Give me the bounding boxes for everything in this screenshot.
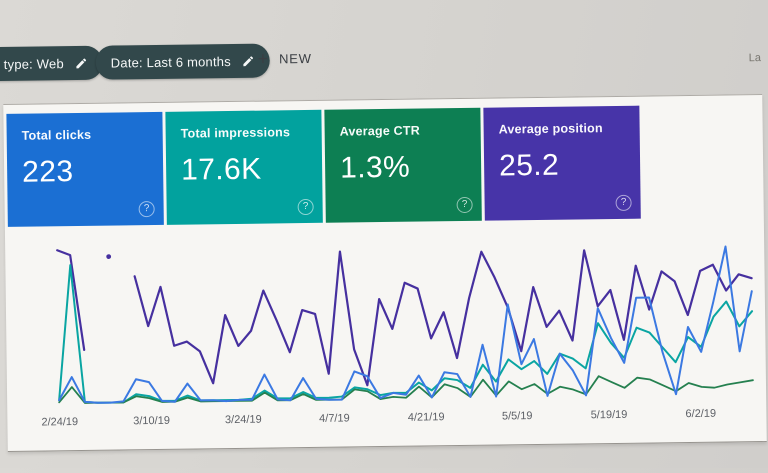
new-filter-label: NEW [278, 50, 312, 66]
metric-card-label: Total impressions [180, 125, 291, 141]
help-icon[interactable]: ? [297, 198, 314, 216]
metric-card-average-position[interactable]: Average position 25.2? [483, 105, 641, 221]
chart-line-clicks [58, 245, 753, 404]
new-filter-button[interactable]: + NEW [257, 48, 312, 69]
filter-chip-label: type: Web [3, 55, 64, 72]
metric-card-total-clicks[interactable]: Total clicks 223? [6, 111, 164, 227]
edit-pencil-icon[interactable] [75, 56, 88, 69]
chart-line-position [56, 249, 86, 352]
metric-card-average-ctr[interactable]: Average CTR 1.3%? [324, 107, 482, 223]
plus-icon: + [257, 48, 270, 69]
filter-chip-date-range[interactable]: Date: Last 6 months [95, 43, 271, 80]
x-tick-label: 4/7/19 [319, 412, 350, 425]
chart-line-impressions [58, 264, 754, 404]
chart-point-position [106, 254, 112, 260]
x-tick-label: 3/10/19 [133, 414, 170, 428]
metric-card-value: 223 [21, 155, 74, 189]
chart-line-ctr [58, 375, 754, 404]
metric-card-label: Average CTR [339, 123, 420, 139]
metric-card-total-impressions[interactable]: Total impressions 17.6K? [165, 109, 323, 225]
x-tick-label: 4/21/19 [407, 411, 445, 424]
metric-card-label: Average position [498, 121, 603, 137]
chart-line-position [133, 249, 753, 387]
metric-card-value: 1.3% [339, 150, 411, 185]
performance-chart: 2/24/19 3/10/19 3/24/19 4/7/19 4/21/19 5/5/19… [41, 229, 760, 434]
x-tick-label: 5/19/19 [590, 408, 628, 422]
x-tick-label: 3/24/19 [224, 413, 262, 427]
performance-panel: Total clicks 223? Total impressions 17.6K? A… [3, 94, 767, 452]
metric-card-value: 25.2 [498, 148, 560, 183]
filter-chip-search-type[interactable]: type: Web [0, 45, 104, 82]
performance-chart-svg [56, 245, 754, 404]
filter-chip-label: Date: Last 6 months [110, 53, 231, 71]
help-icon[interactable]: ? [615, 194, 632, 211]
edit-pencil-icon[interactable] [242, 54, 255, 67]
help-icon[interactable]: ? [138, 201, 155, 218]
metric-cards-row: Total clicks 223? Total impressions 17.6K? A… [3, 95, 764, 227]
metric-card-label: Total clicks [21, 127, 92, 143]
x-tick-label: 5/5/19 [501, 410, 533, 423]
metric-card-value: 17.6K [180, 152, 262, 187]
last-updated-partial-text: La [748, 52, 762, 65]
help-icon[interactable]: ? [456, 196, 473, 214]
x-tick-label: 2/24/19 [41, 416, 79, 429]
x-tick-label: 6/2/19 [685, 407, 717, 421]
